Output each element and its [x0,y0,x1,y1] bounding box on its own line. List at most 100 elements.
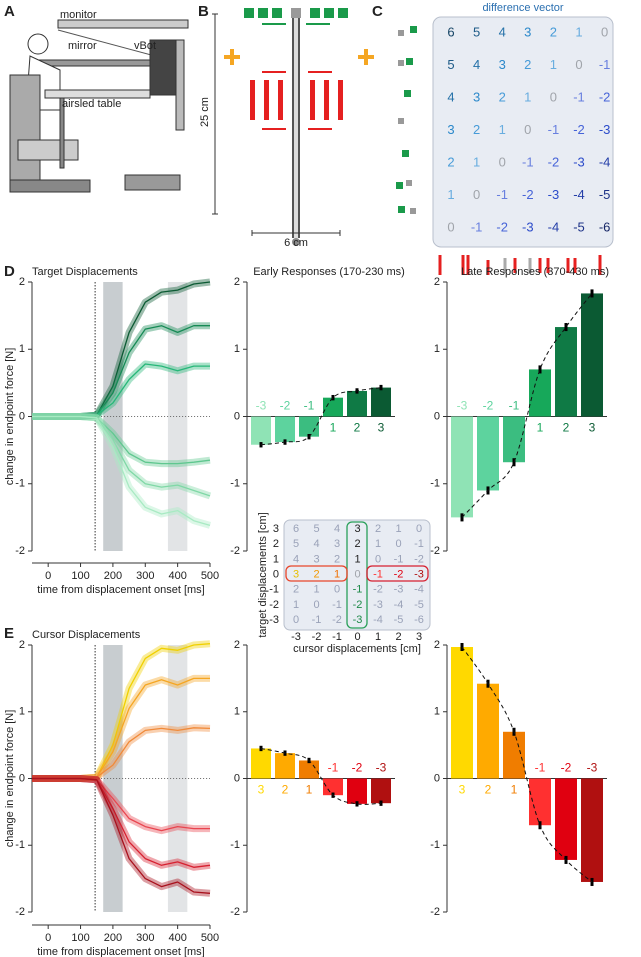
y-axis-label: change in endpoint force [N] [4,348,16,486]
inset-cell: 1 [354,553,360,565]
apparatus-label: vBot [134,40,156,52]
inset-cell: 1 [395,523,401,535]
matrix-cell: 3 [473,89,480,104]
inset-col-label: -2 [312,631,322,643]
apparatus-label: mirror [68,40,97,52]
y-tick-label: 0 [19,772,25,784]
inset-cell: -4 [394,599,404,611]
x-tick-label: 400 [168,932,186,944]
inset-cell: -2 [332,614,342,626]
x-tick-label: 400 [168,570,186,582]
chart-title: Early Responses (170-230 ms) [253,266,405,278]
y-tick-label: -1 [430,839,440,851]
y-tick-label: 0 [234,772,240,784]
category-label: -1 [328,761,339,775]
bar [451,416,473,518]
category-label: 2 [563,421,570,435]
trend-line [461,646,593,883]
bar [477,416,499,491]
inset-cell: -3 [394,584,404,596]
dimension-label: 6 cm [284,237,308,249]
inset-cell: 3 [334,538,340,550]
inset-cell: 2 [334,553,340,565]
y-tick-label: 1 [19,706,25,718]
inset-col-label: -3 [291,631,301,643]
y-tick-label: -2 [230,906,240,918]
inset-cell: 3 [313,553,319,565]
matrix-cell: -5 [599,187,611,202]
workspace-sketch [212,8,374,246]
inset-cell: -3 [373,599,383,611]
inset-cell: 4 [313,538,319,550]
bar [275,416,295,443]
inset-col-label: 1 [375,631,381,643]
y-tick-label: -1 [15,839,25,851]
matrix-cell: -1 [599,57,611,72]
apparatus-sketch [9,19,189,193]
matrix-cell: 4 [499,24,506,39]
inset-row-label: -1 [269,584,279,596]
inset-cell: 5 [313,523,319,535]
matrix-cell: -2 [548,154,560,169]
y-tick-label: -1 [430,478,440,490]
analysis-window [167,282,188,551]
category-label: 1 [511,783,518,797]
matrix-cell: 0 [499,154,506,169]
inset-y-label: target displacements [cm] [257,512,269,637]
category-label: 3 [258,783,265,797]
inset-cell: 2 [293,584,299,596]
matrix-cell: -3 [573,154,585,169]
matrix-cell: 3 [499,57,506,72]
matrix-cell: 4 [447,89,454,104]
x-axis-label: time from displacement onset [ms] [37,946,205,957]
category-label: -1 [535,761,546,775]
matrix-cell: -1 [496,187,508,202]
trend-line [260,387,382,446]
matrix-cell: 0 [575,57,582,72]
matrix-cell: 2 [524,57,531,72]
bar [251,416,271,445]
y-tick-label: 1 [234,343,240,355]
category-label: -2 [352,761,363,775]
category-label: -3 [457,399,468,413]
inset-row-label: 1 [273,553,279,565]
matrix-cell: 0 [447,219,454,234]
y-tick-label: 2 [234,639,240,651]
x-tick-label: 0 [45,570,51,582]
inset-cell: -3 [353,614,363,626]
matrix-cell: -1 [548,122,560,137]
analysis-window [103,282,123,551]
matrix-cell: 1 [499,122,506,137]
bar [251,748,271,779]
inset-cell: 2 [313,569,319,581]
inset-cell: -1 [332,599,342,611]
category-label: -2 [561,761,572,775]
panel-letter: C [372,3,383,20]
inset-cell: 3 [293,569,299,581]
y-tick-label: -2 [15,906,25,918]
matrix-cell: 6 [447,24,454,39]
matrix-cell: 5 [447,57,454,72]
bar [529,369,551,417]
inset-col-label: 3 [416,631,422,643]
matrix-cell: -6 [599,219,611,234]
matrix-cell: 3 [524,24,531,39]
y-tick-label: 1 [234,706,240,718]
inset-cell: -1 [312,614,322,626]
matrix-cell: -4 [548,219,560,234]
bar [555,327,577,417]
inset-cell: 0 [334,584,340,596]
category-label: 3 [378,421,385,435]
inset-row-label: 0 [273,569,279,581]
panel-letter: D [4,263,15,280]
y-tick-label: 0 [19,410,25,422]
y-tick-label: -1 [15,478,25,490]
inset-cell: -2 [394,569,404,581]
y-tick-label: 2 [19,276,25,288]
inset-row-label: -2 [269,599,279,611]
bar [529,778,551,826]
bar [477,683,499,779]
matrix-cell: 3 [447,122,454,137]
matrix-cell: 0 [524,122,531,137]
category-label: 3 [589,421,596,435]
